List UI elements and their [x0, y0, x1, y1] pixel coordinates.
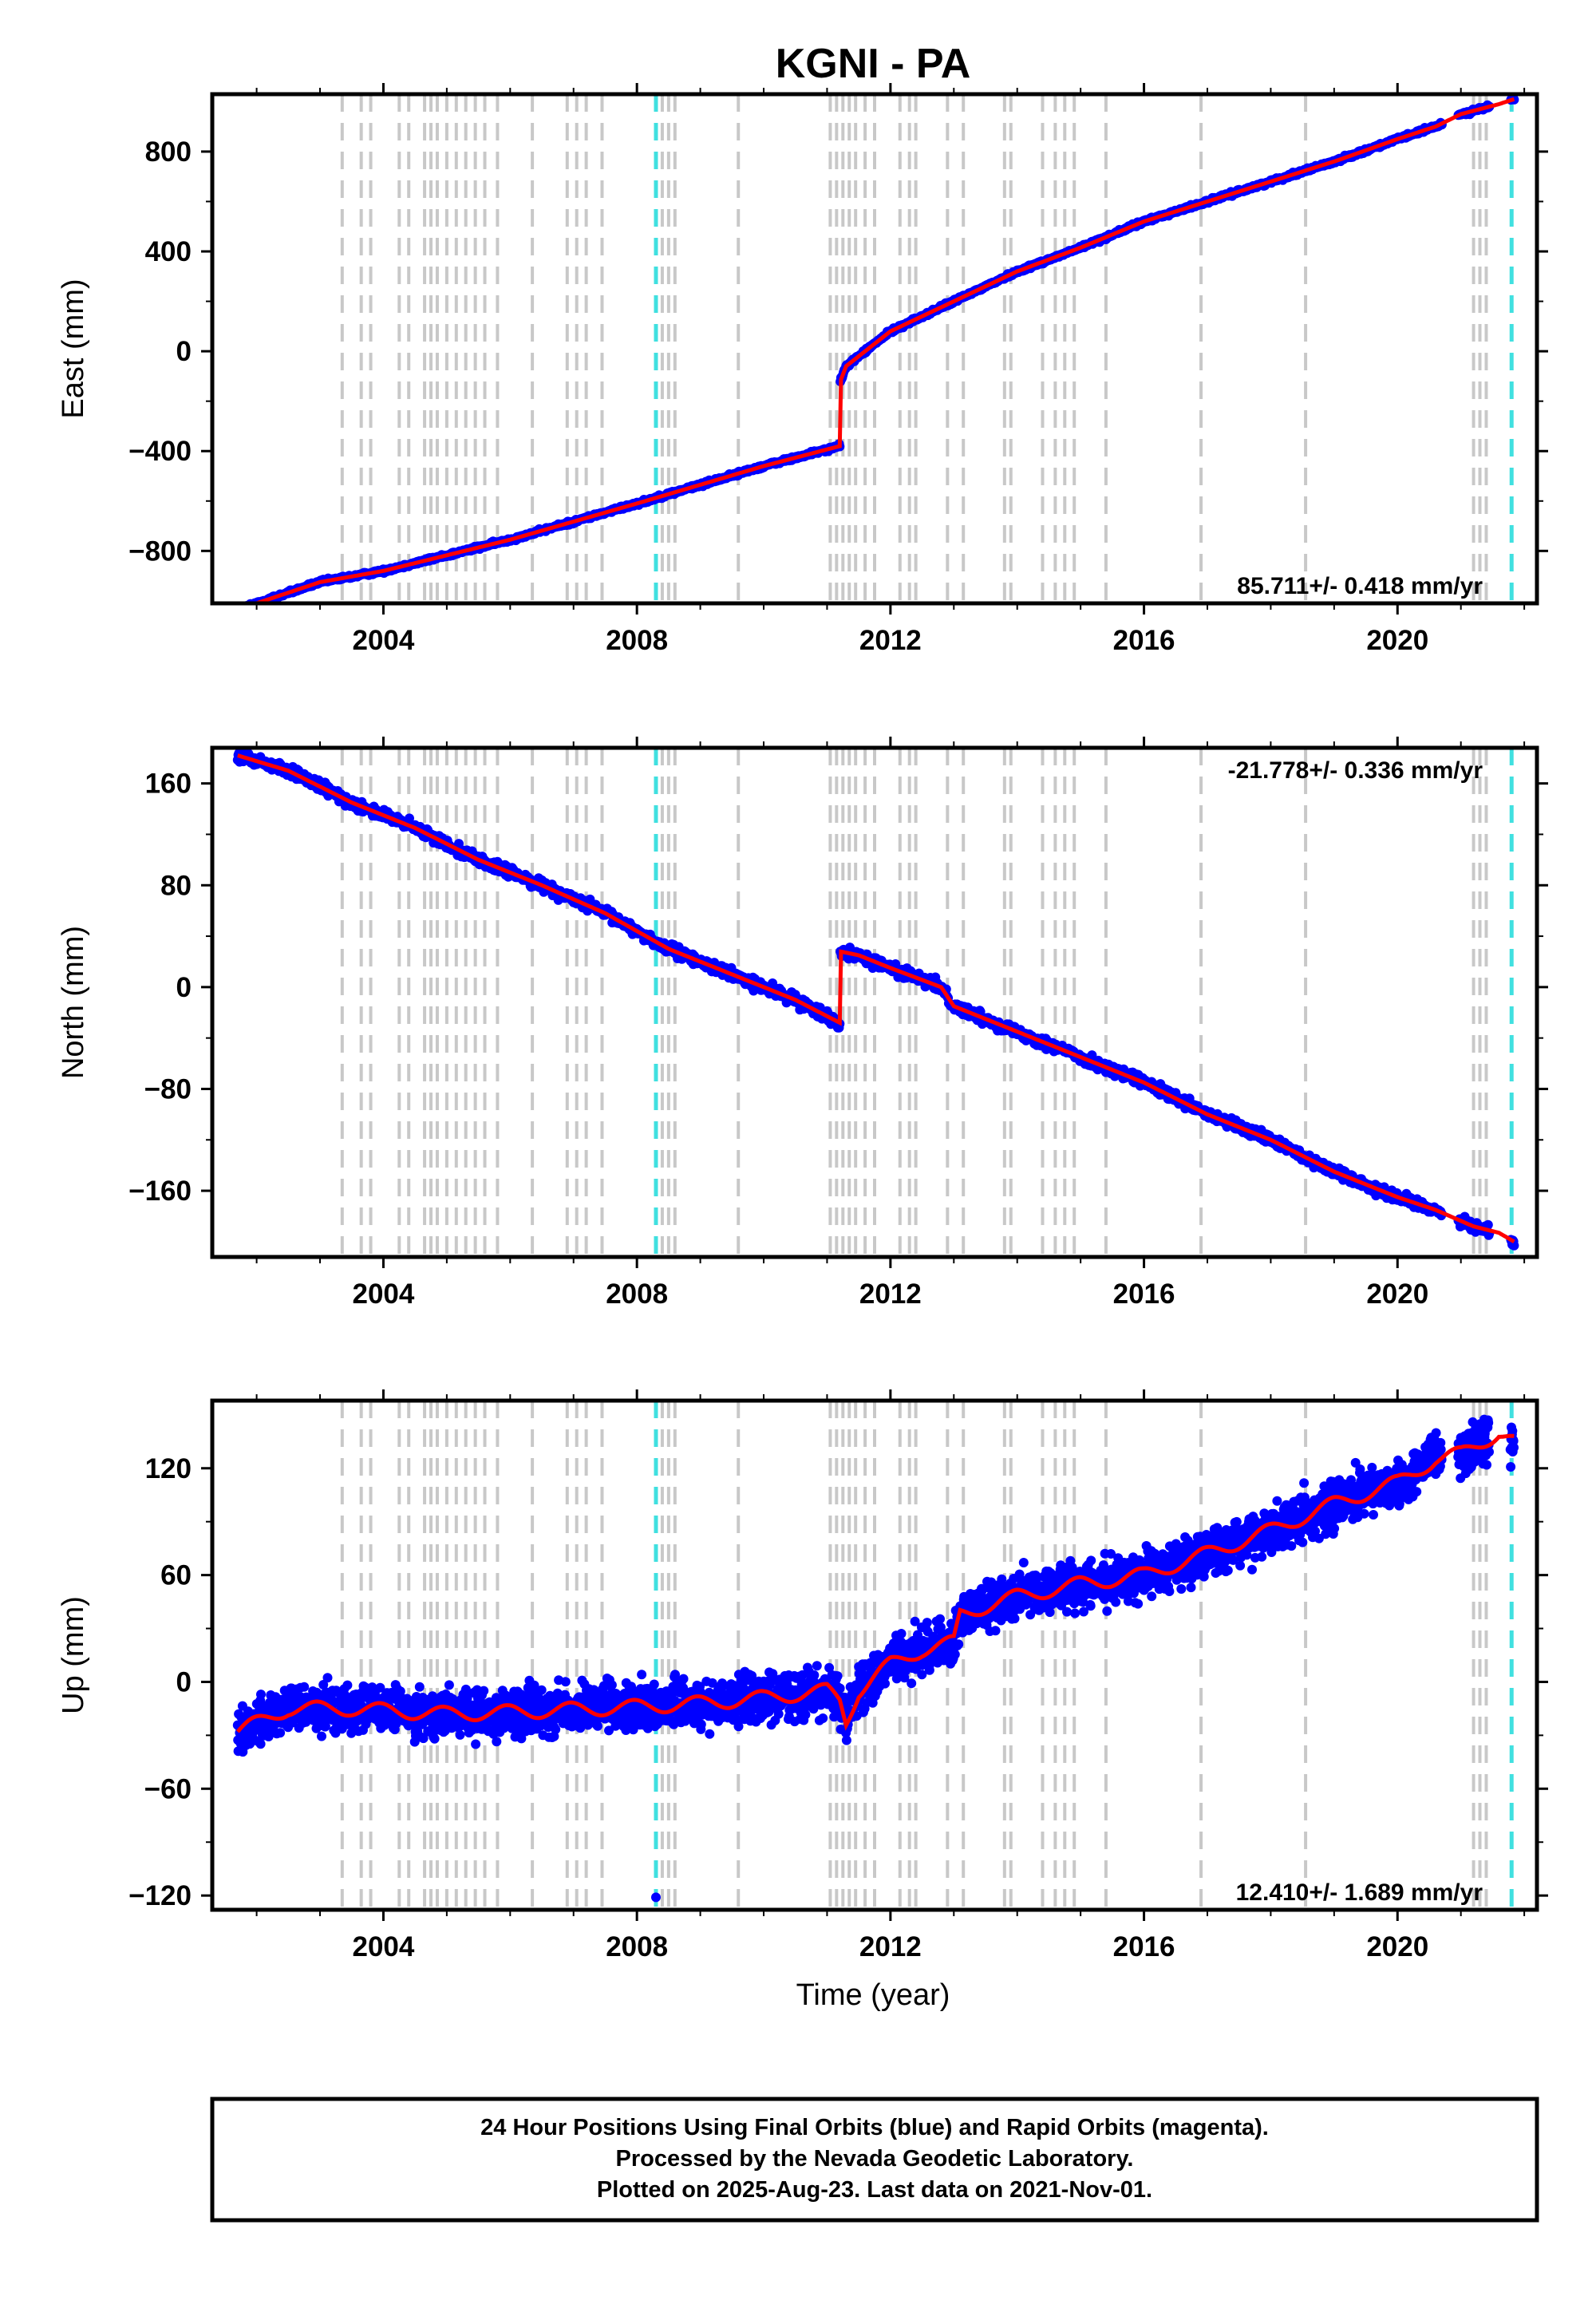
data-point: [414, 1682, 425, 1692]
panels-group: 2004 2008 2012 2016 2020−800−4000400800East …: [57, 83, 1548, 1962]
data-point: [317, 1731, 326, 1741]
data-point: [234, 604, 243, 614]
data-point: [234, 604, 243, 614]
panel-north: 2004 2008 2012 2016 2020 −160 −80 0 80 160 North (…: [57, 737, 1548, 1310]
data-point: [455, 1729, 465, 1740]
y-tick-label: 400: [145, 236, 192, 267]
data-point: [418, 1733, 429, 1744]
y-tick-label: 800: [145, 136, 192, 168]
data-point: [395, 1686, 405, 1697]
x-tick-label: 2012: [859, 625, 922, 656]
data-point: [275, 1728, 286, 1738]
chart-title: KGNI - PA: [776, 41, 971, 87]
x-tick-label: 2012: [859, 1279, 922, 1310]
model-line: [250, 97, 1515, 603]
plot-area-up: [232, 1401, 1519, 1910]
data-point: [479, 1686, 489, 1696]
y-tick-label: −400: [128, 436, 192, 467]
data-point: [255, 1739, 266, 1749]
y-tick-label: −160: [128, 1176, 192, 1207]
y-tick-label: 80: [160, 870, 192, 901]
x-tick-label: 2016: [1113, 1279, 1175, 1310]
panel-east: 2004 2008 2012 2016 2020 −800 −400 0 400 800 East …: [57, 83, 1548, 656]
data-point: [342, 1680, 353, 1690]
y-tick-label: 0: [176, 336, 192, 367]
plot-area-east: [233, 94, 1519, 615]
data-point: [360, 1682, 370, 1693]
x-tick-label: 2020: [1366, 1279, 1428, 1310]
data-point: [233, 606, 243, 615]
rate-label: 85.711+/- 0.418 mm/yr: [1237, 573, 1483, 599]
panel-frame: [210, 745, 1539, 1259]
data-point: [322, 1673, 333, 1683]
data-point: [471, 1739, 481, 1749]
data-point: [444, 1680, 454, 1690]
data-point: [375, 1682, 385, 1693]
y-axis-label: North (mm): [57, 926, 90, 1079]
data-point: [237, 604, 247, 614]
data-point: [429, 1733, 440, 1744]
data-point: [492, 1737, 502, 1747]
x-tick-label: 2004: [353, 625, 415, 656]
y-tick-label: 0: [176, 972, 192, 1003]
x-tick-label: 2020: [1366, 625, 1428, 656]
data-point: [318, 1680, 329, 1690]
y-tick-label: −80: [144, 1073, 192, 1105]
data-point: [1509, 1240, 1519, 1251]
y-tick-label: 160: [145, 769, 192, 800]
data-point: [237, 604, 247, 614]
model-line: [237, 753, 1515, 1244]
plot-area-north: [232, 748, 1519, 1257]
y-axis-label: East (mm): [57, 279, 90, 418]
x-tick-label: 2008: [606, 625, 668, 656]
data-point: [299, 1682, 310, 1692]
rate-label: -21.778+/- 0.336 mm/yr: [1228, 757, 1483, 784]
data-point: [1483, 1219, 1493, 1230]
x-tick-label: 2004: [353, 1279, 415, 1310]
data-point: [256, 1690, 266, 1700]
panel-frame: [210, 92, 1539, 606]
y-tick-label: −800: [128, 536, 192, 567]
x-tick-label: 2008: [606, 1279, 668, 1310]
x-tick-label: 2016: [1113, 625, 1175, 656]
